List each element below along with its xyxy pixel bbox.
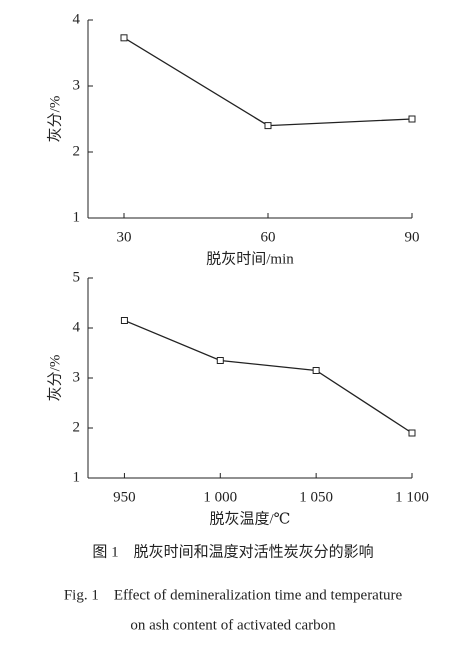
x-axis-label: 脱灰温度/℃ [210, 510, 291, 527]
marker [312, 367, 320, 374]
marker [264, 122, 272, 130]
caption-en: on ash content of activated carbon [130, 617, 336, 633]
y-axis-label: 灰分/% [46, 355, 63, 402]
marker [408, 115, 416, 123]
y-tick-label: 4 [73, 11, 81, 27]
caption-en: Fig. 1 Effect of demineralization time a… [64, 587, 403, 603]
line [124, 319, 413, 434]
caption-cn: 图 1 脱灰时间和温度对活性炭灰分的影响 [92, 543, 373, 560]
line [123, 37, 413, 127]
y-tick-label: 2 [73, 419, 81, 435]
y-tick-label: 4 [73, 319, 81, 335]
y-axis-label: 灰分/% [46, 96, 63, 143]
marker [120, 34, 128, 42]
x-tick-label: 90 [405, 229, 420, 245]
y-tick-label: 1 [73, 469, 81, 485]
x-tick-label: 1 050 [299, 489, 333, 505]
y-tick-label: 1 [73, 209, 81, 225]
y-tick-label: 2 [73, 143, 81, 159]
x-tick-label: 1 000 [203, 489, 237, 505]
y-tick-label: 3 [73, 77, 81, 93]
marker [120, 317, 128, 324]
y-tick-label: 5 [73, 269, 81, 285]
marker [408, 429, 416, 437]
marker [216, 357, 224, 364]
x-axis-label: 脱灰时间/min [206, 250, 294, 267]
y-tick-label: 3 [73, 369, 81, 385]
x-tick-label: 1 100 [395, 489, 429, 505]
x-tick-label: 30 [117, 229, 132, 245]
x-tick-label: 60 [261, 229, 276, 245]
x-tick-label: 950 [113, 489, 136, 505]
